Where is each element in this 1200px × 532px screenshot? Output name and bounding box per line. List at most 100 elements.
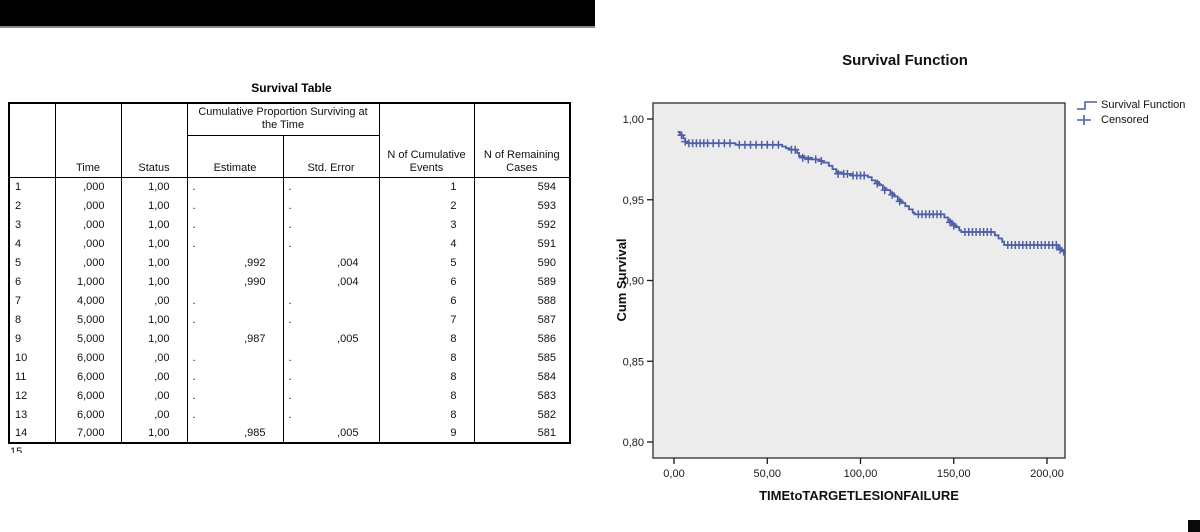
table-cell: 594 — [473, 177, 571, 196]
x-tick-label: 100,00 — [844, 468, 878, 480]
censored-marks — [677, 131, 1065, 254]
header-cumulative-proportion-group: Cumulative Proportion Surviving at the T… — [186, 103, 380, 136]
header-status: Status — [120, 103, 188, 178]
table-cell: 9 — [8, 329, 56, 348]
table-cell: 591 — [473, 234, 571, 253]
clipped-row-15: 15 — [10, 446, 23, 453]
y-axis-label: Cum Survival — [614, 238, 629, 322]
table-cell: 1,000 — [54, 272, 122, 291]
table-cell: ,004 — [282, 272, 380, 291]
table-cell: ,985 — [186, 424, 284, 443]
table-cell: . — [282, 234, 380, 253]
table-row: 1,000 1,00.. 1 594 — [8, 177, 571, 196]
table-cell: ,00 — [120, 367, 188, 386]
table-cell: 12 — [8, 386, 56, 405]
table-cell: 10 — [8, 348, 56, 367]
table-cell: 13 — [8, 405, 56, 424]
legend-item-survival-function: Survival Function — [1075, 97, 1185, 112]
table-cell: 7,000 — [54, 424, 122, 443]
header-std-error: Std. Error — [282, 135, 380, 178]
table-cell: 1,00 — [120, 329, 188, 348]
table-cell: . — [282, 367, 380, 386]
table-cell: 4 — [8, 234, 56, 253]
table-cell: ,00 — [120, 405, 188, 424]
table-cell: ,00 — [120, 386, 188, 405]
table-cell: ,000 — [54, 215, 122, 234]
table-cell: 9 — [378, 424, 475, 443]
table-cell: . — [282, 291, 380, 310]
survival-table: Time Status Cumulative Proportion Surviv… — [8, 102, 571, 444]
table-cell: ,990 — [186, 272, 284, 291]
table-cell: 3 — [378, 215, 475, 234]
table-cell: 2 — [378, 196, 475, 215]
table-cell: 6,000 — [54, 405, 122, 424]
table-row: 8 5,000 1,00.. 7 587 — [8, 310, 571, 329]
chart-title: Survival Function — [842, 52, 968, 69]
table-cell: 8 — [378, 405, 475, 424]
table-cell: 1,00 — [120, 272, 188, 291]
table-cell: . — [282, 310, 380, 329]
legend-label: Survival Function — [1101, 98, 1186, 111]
table-cell: 7 — [8, 291, 56, 310]
table-cell: 593 — [473, 196, 571, 215]
table-cell: ,005 — [282, 329, 380, 348]
plot-area — [652, 102, 1066, 459]
table-cell: . — [282, 177, 380, 196]
table-row: 11 6,000,00.. 8 584 — [8, 367, 571, 386]
table-cell: 585 — [473, 348, 571, 367]
table-cell: 3 — [8, 215, 56, 234]
x-tick-label: 50,00 — [753, 468, 781, 480]
table-cell: 8 — [8, 310, 56, 329]
table-row: 4,000 1,00.. 4 591 — [8, 234, 571, 253]
table-cell: 5 — [378, 253, 475, 272]
table-cell: ,00 — [120, 348, 188, 367]
table-cell: 6 — [378, 272, 475, 291]
survival-function-plot: 1,00 0,95 0,90 0,85 0,80 0,00 50,00 100,00 150,0… — [623, 102, 1066, 480]
table-cell: 1,00 — [120, 234, 188, 253]
table-cell: 6 — [378, 291, 475, 310]
table-cell: ,004 — [282, 253, 380, 272]
table-cell: . — [186, 234, 284, 253]
table-cell: 6 — [8, 272, 56, 291]
table-cell: . — [186, 177, 284, 196]
header-time: Time — [54, 103, 122, 178]
x-axis-label: TIMEtoTARGETLESIONFAILURE — [759, 488, 959, 503]
table-cell: . — [186, 348, 284, 367]
table-cell: 584 — [473, 367, 571, 386]
table-row: 13 6,000,00.. 8 582 — [8, 405, 571, 424]
table-cell: . — [282, 405, 380, 424]
table-cell: 588 — [473, 291, 571, 310]
y-tick-label: 0,85 — [623, 356, 644, 368]
corner-black-mark — [1188, 520, 1200, 532]
table-cell: 8 — [378, 367, 475, 386]
table-cell: 1,00 — [120, 215, 188, 234]
y-tick-label: 0,90 — [623, 276, 644, 288]
table-cell: 8 — [378, 329, 475, 348]
table-cell: 6,000 — [54, 386, 122, 405]
redacted-black-bar — [0, 0, 595, 28]
y-tick-label: 1,00 — [623, 114, 644, 126]
table-cell: 6,000 — [54, 367, 122, 386]
table-cell: 1 — [8, 177, 56, 196]
header-n-remaining-cases: N of Remaining Cases — [473, 103, 571, 178]
table-cell: 583 — [473, 386, 571, 405]
table-cell: . — [282, 196, 380, 215]
table-cell: 5 — [8, 253, 56, 272]
table-row: 2,000 1,00.. 2 593 — [8, 196, 571, 215]
table-cell: . — [282, 348, 380, 367]
table-cell: 589 — [473, 272, 571, 291]
table-cell: . — [186, 386, 284, 405]
table-cell: ,992 — [186, 253, 284, 272]
table-cell: 2 — [8, 196, 56, 215]
table-cell: 581 — [473, 424, 571, 443]
table-cell: ,000 — [54, 196, 122, 215]
table-cell: 6,000 — [54, 348, 122, 367]
table-cell: 1,00 — [120, 310, 188, 329]
table-cell: 1,00 — [120, 196, 188, 215]
table-row: 6 1,000 1,00,990,004 6 589 — [8, 272, 571, 291]
table-cell: ,000 — [54, 177, 122, 196]
table-cell: 592 — [473, 215, 571, 234]
table-cell: ,005 — [282, 424, 380, 443]
survival-table-title: Survival Table — [251, 81, 332, 95]
table-cell: 1 — [378, 177, 475, 196]
